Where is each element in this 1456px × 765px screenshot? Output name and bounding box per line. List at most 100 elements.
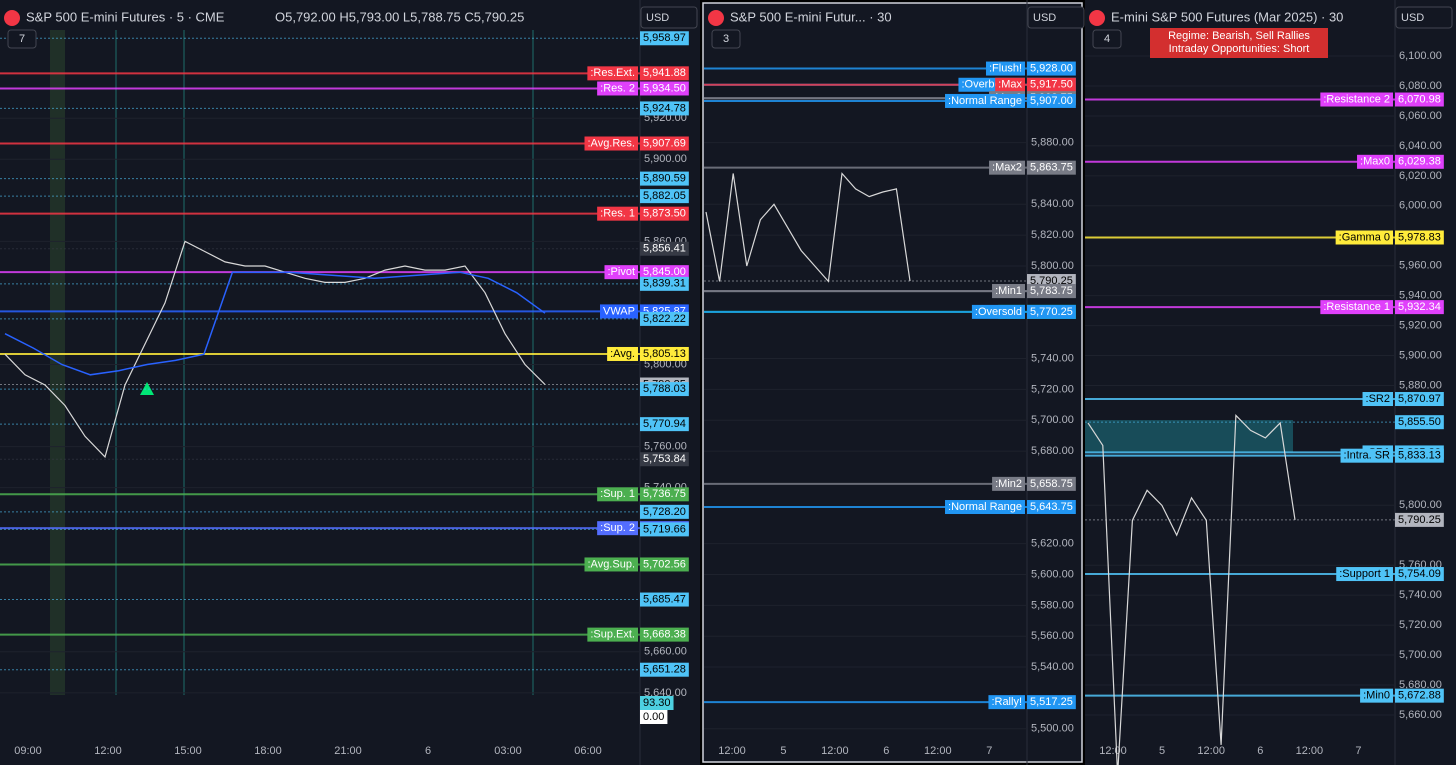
price-tag-text: :Resistance 1 [1323, 301, 1390, 313]
x-tick-label: 12:00 [1197, 745, 1225, 757]
y-tick-label: 5,680.00 [1399, 679, 1442, 691]
chart-title: E-mini S&P 500 Futures (Mar 2025) · 30 [1111, 9, 1343, 24]
price-tag [604, 265, 638, 280]
price-tag-text: 5,719.66 [643, 523, 686, 535]
price-tag [640, 189, 689, 204]
price-tag-text: :Resistance 2 [1323, 93, 1390, 105]
price-tag-text: 5,907.00 [1030, 95, 1073, 107]
price-tag-text: :SR2 [1366, 393, 1390, 405]
x-tick-label: 09:00 [14, 745, 42, 757]
currency: USD [1033, 12, 1056, 24]
price-tag [1395, 448, 1444, 463]
currency: USD [646, 12, 669, 24]
x-tick-label: 5 [1159, 745, 1165, 757]
price-tag [597, 206, 638, 221]
price-tag-text: 5,856.41 [643, 243, 686, 255]
price-tag [1395, 567, 1444, 582]
price-tag [640, 627, 689, 642]
price-tag [945, 500, 1025, 515]
price-tag-text: 5,928.00 [1030, 62, 1073, 74]
y-tick-label: 5,720.00 [1399, 619, 1442, 631]
panel-bg [0, 0, 700, 765]
price-tag-text: 5,728.20 [643, 506, 686, 518]
price-tag-text: 5,788.03 [643, 383, 686, 395]
signal-arrow [140, 382, 154, 395]
x-tick-label: 7 [986, 745, 992, 757]
price-tag [597, 81, 638, 96]
y-tick-label: 5,580.00 [1031, 599, 1074, 611]
price-tag [1027, 77, 1076, 92]
price-tag [640, 311, 689, 326]
x-tick-label: 03:00 [494, 745, 522, 757]
price-tag-text: :Flush! [989, 62, 1022, 74]
price-tag [607, 346, 638, 361]
y-tick-label: 5,700.00 [1399, 649, 1442, 661]
price-tag [1027, 500, 1076, 515]
price-tag [1360, 688, 1393, 703]
price-tag [1395, 230, 1444, 245]
price-tag-text: :Oversold [975, 306, 1022, 318]
x-tick-label: 7 [1355, 745, 1361, 757]
currency-button [1027, 6, 1085, 29]
price-tag-text: 5,736.75 [643, 488, 686, 500]
price-tag [1027, 61, 1076, 76]
x-tick-label: 6 [425, 745, 431, 757]
price-tag-text: :Normal Range [948, 95, 1022, 107]
price-tag-text: 5,924.78 [643, 102, 686, 114]
vwap-line [4, 271, 546, 376]
price-tag-text: :Sup.Ext. [590, 629, 635, 641]
y-tick-label: 5,560.00 [1031, 630, 1074, 642]
y-tick-label: 5,960.00 [1399, 260, 1442, 272]
price-tag-text: 5,790.25 [1030, 275, 1073, 287]
price-tag-text: 5,882.05 [643, 190, 686, 202]
y-tick-label: 5,660.00 [1399, 709, 1442, 721]
price-tag-text: 0.00 [643, 711, 664, 723]
y-tick-label: 6,040.00 [1399, 140, 1442, 152]
price-tag [587, 627, 638, 642]
price-tag [640, 592, 689, 607]
price-tag [640, 710, 668, 724]
price-tag [640, 662, 689, 677]
price-tag-text: 5,863.75 [1030, 162, 1073, 174]
price-tag-text: 5,934.50 [643, 82, 686, 94]
price-tag-text: :Normal Range [948, 501, 1022, 513]
price-tag [1340, 448, 1393, 463]
price-tag [640, 522, 689, 537]
price-tag-text: :Res. 2 [600, 82, 635, 94]
y-tick-label: 5,880.00 [1031, 137, 1074, 149]
price-tag [971, 304, 1025, 319]
price-tag-text: 5,958.97 [643, 32, 686, 44]
price-tag-text: 5,651.28 [643, 664, 686, 676]
indicators-toggle [7, 29, 37, 49]
price-tag [1395, 415, 1444, 430]
price-tag-text: 5,668.38 [643, 629, 686, 641]
price-tag-text: 5,890.59 [643, 173, 686, 185]
y-tick-label: 5,920.00 [1399, 320, 1442, 332]
price-tag [995, 77, 1025, 92]
price-tag-text: :Max [998, 79, 1022, 91]
price-tag [992, 476, 1025, 491]
x-tick-label: 15:00 [174, 745, 202, 757]
price-tag [640, 696, 674, 710]
price-tag [640, 452, 689, 467]
panel-bg [1085, 0, 1456, 765]
price-tag [584, 557, 638, 572]
price-tag [597, 521, 638, 536]
price-tag [640, 265, 689, 280]
price-tag [640, 382, 689, 397]
indicators-count: 7 [19, 33, 25, 45]
price-tag-text: 5,753.84 [643, 453, 686, 465]
price-tag [992, 284, 1025, 299]
price-tag [640, 417, 689, 432]
price-tag-text: 5,833.13 [1398, 450, 1441, 462]
price-tag-text: 5,932.34 [1398, 301, 1441, 313]
annotation-box [1150, 28, 1328, 58]
y-tick-label: 6,060.00 [1399, 110, 1442, 122]
x-tick-label: 12:00 [1099, 745, 1127, 757]
price-tag [600, 304, 638, 319]
y-tick-label: 5,760.00 [644, 440, 687, 452]
price-tag-text: 5,845.00 [643, 266, 686, 278]
price-tag [640, 101, 689, 116]
price-tag-text: :Min2 [995, 478, 1022, 490]
